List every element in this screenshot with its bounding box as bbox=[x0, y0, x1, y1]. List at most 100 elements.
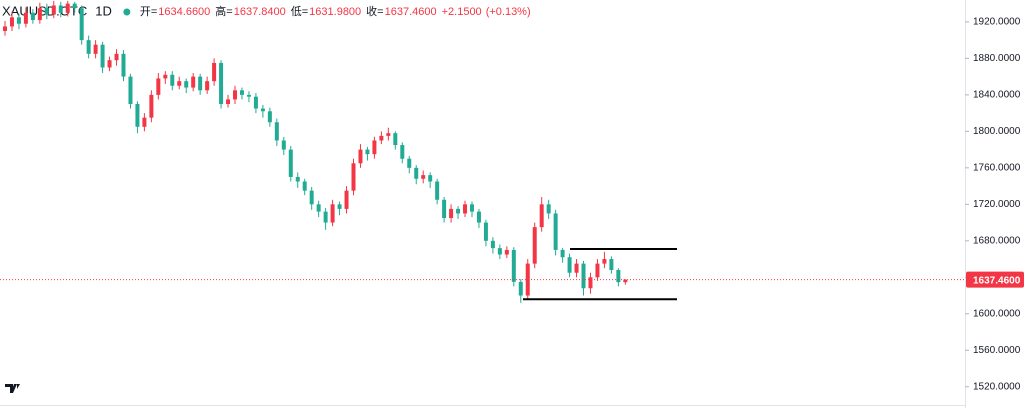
candle-body bbox=[302, 181, 307, 191]
header-value: 1631.9800 bbox=[309, 6, 361, 18]
candle-body bbox=[316, 204, 321, 212]
candle-body bbox=[3, 26, 7, 32]
candle-body bbox=[226, 99, 231, 104]
header-interval: 1D bbox=[95, 3, 112, 18]
candle-body bbox=[149, 94, 154, 118]
candle-body bbox=[574, 263, 579, 273]
candle-body bbox=[330, 204, 335, 223]
y-tick-label: 1840.0000 bbox=[973, 90, 1021, 101]
y-tick-label: 1520.0000 bbox=[973, 381, 1021, 392]
candle-body bbox=[51, 5, 56, 15]
candle-body bbox=[239, 90, 244, 95]
candle-body bbox=[93, 44, 98, 54]
candle-body bbox=[184, 81, 189, 88]
candle-body bbox=[114, 53, 119, 61]
candle-body bbox=[372, 140, 377, 155]
candle-body bbox=[490, 240, 495, 249]
candle-body bbox=[435, 181, 440, 200]
candle-body bbox=[72, 3, 77, 9]
candle-body bbox=[518, 281, 523, 296]
candle-body bbox=[476, 211, 481, 223]
legend-header: XAUUSD.OTC 1D 开= 1634.6600 高= 1637.8400 低= 1631… bbox=[2, 3, 531, 18]
candle-body bbox=[37, 8, 42, 21]
candle-body bbox=[539, 204, 544, 228]
candle-body bbox=[295, 176, 300, 182]
candle-body bbox=[86, 40, 91, 54]
candle-body bbox=[79, 8, 84, 41]
y-tick-label: 1920.0000 bbox=[973, 17, 1021, 28]
candle-body bbox=[483, 222, 488, 241]
candle-body bbox=[365, 149, 370, 155]
candle-body bbox=[602, 259, 607, 264]
candle-body bbox=[177, 81, 182, 86]
candle-body bbox=[191, 76, 196, 88]
candle-body bbox=[358, 149, 363, 164]
y-tick-label: 1600.0000 bbox=[973, 308, 1021, 319]
candle-body bbox=[121, 53, 126, 77]
candle-body bbox=[344, 190, 349, 209]
header-value: 1637.8400 bbox=[234, 6, 286, 18]
candle-body bbox=[546, 204, 551, 214]
candle-body bbox=[219, 62, 224, 104]
candle-body bbox=[616, 270, 621, 283]
candle-body bbox=[107, 60, 112, 68]
candle-body bbox=[58, 5, 63, 13]
candle-body bbox=[567, 257, 572, 273]
candle-body bbox=[421, 175, 426, 179]
candle-body bbox=[623, 279, 628, 283]
header-label: 开= bbox=[140, 6, 157, 18]
candle-body bbox=[525, 263, 530, 296]
candle-body bbox=[393, 133, 398, 146]
y-tick-label: 1760.0000 bbox=[973, 162, 1021, 173]
candle-body bbox=[469, 204, 474, 212]
candle-body bbox=[407, 158, 412, 168]
y-tick-label: 1880.0000 bbox=[973, 53, 1021, 64]
candle-body bbox=[274, 122, 279, 141]
tv-logo bbox=[5, 384, 20, 393]
candle-body bbox=[386, 133, 391, 136]
candle-body bbox=[497, 248, 502, 255]
y-tick-label: 1800.0000 bbox=[973, 126, 1021, 137]
candle-body bbox=[163, 74, 168, 79]
y-tick-label: 1680.0000 bbox=[973, 235, 1021, 246]
header-label: 收= bbox=[366, 4, 383, 18]
candle-body bbox=[30, 12, 35, 21]
candle-body bbox=[379, 135, 384, 141]
header-label: 高= bbox=[215, 4, 232, 18]
candle-body bbox=[128, 76, 133, 104]
candle-body bbox=[246, 94, 251, 97]
candle-body bbox=[281, 140, 286, 150]
candle-body bbox=[442, 199, 447, 219]
y-tick-label: 1720.0000 bbox=[973, 199, 1021, 210]
candle-body bbox=[65, 3, 70, 13]
candle-body bbox=[233, 90, 238, 100]
candle-body bbox=[456, 208, 461, 214]
candle-body bbox=[253, 96, 258, 109]
header-change: +2.1500 bbox=[442, 6, 482, 18]
candle-body bbox=[428, 175, 433, 182]
candle-body bbox=[205, 81, 210, 91]
candle-body bbox=[323, 211, 328, 223]
candle-body bbox=[553, 213, 558, 250]
candle-body bbox=[267, 111, 272, 123]
candle-body bbox=[414, 167, 419, 179]
candle-body bbox=[511, 249, 516, 282]
candle-body bbox=[595, 263, 600, 278]
candle-body bbox=[142, 117, 147, 127]
candle-body bbox=[100, 44, 105, 68]
candle-body bbox=[560, 249, 565, 258]
candle-body bbox=[9, 17, 14, 27]
header-value: 1634.6600 bbox=[158, 6, 210, 18]
logo-shape bbox=[5, 384, 20, 393]
y-tick-label: 1560.0000 bbox=[973, 345, 1021, 356]
candle-body bbox=[198, 76, 203, 91]
candle-body bbox=[351, 163, 356, 191]
candle-body bbox=[400, 145, 405, 159]
candle-body bbox=[337, 204, 342, 209]
candle-body bbox=[44, 8, 49, 15]
last-price-label: 1637.4600 bbox=[973, 275, 1021, 286]
candle-body bbox=[449, 208, 454, 219]
candle-body bbox=[16, 17, 21, 24]
